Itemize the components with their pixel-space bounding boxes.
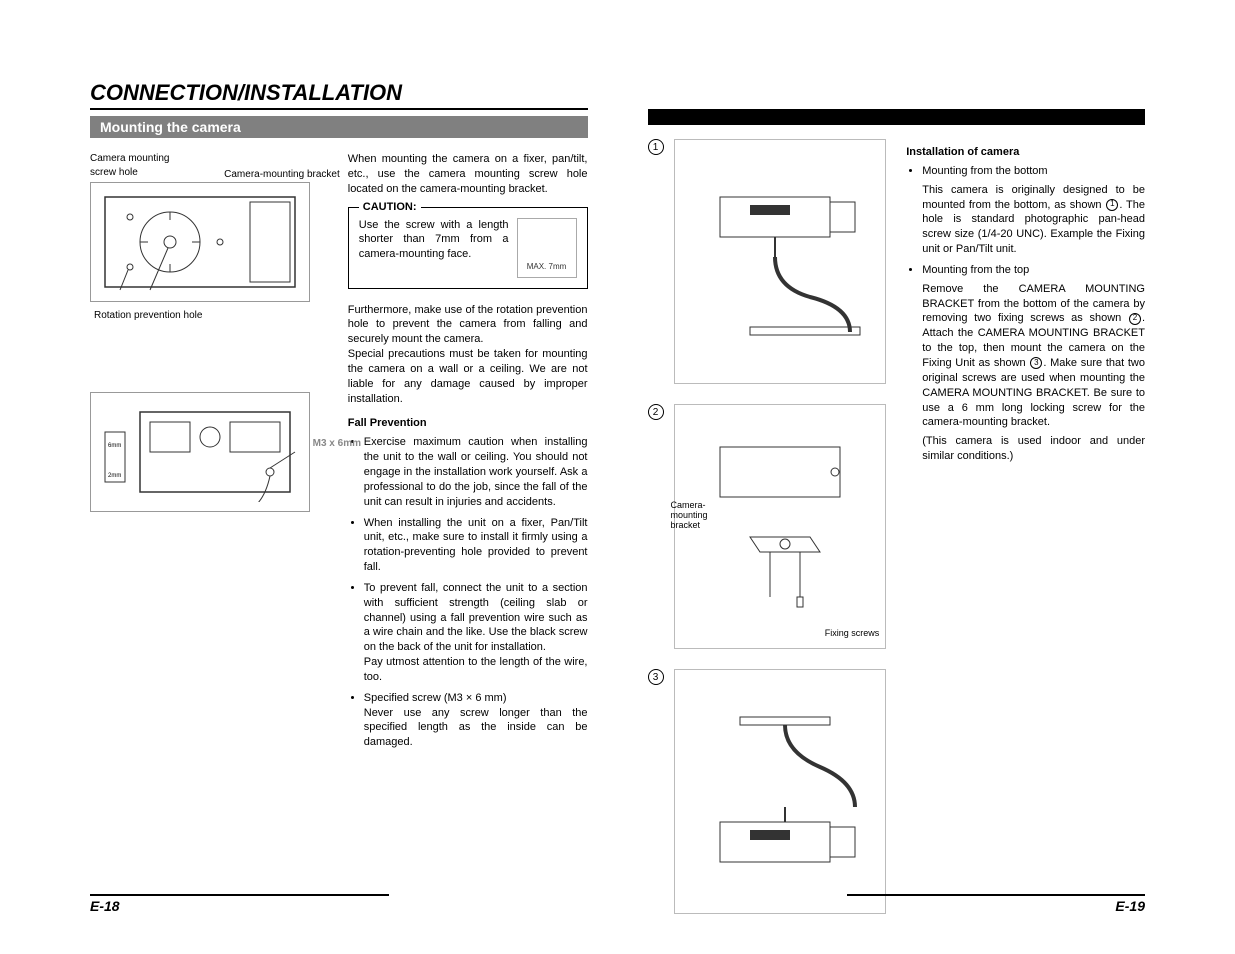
figure-camera-bottom xyxy=(90,182,310,302)
page-number-left: E-18 xyxy=(90,894,389,914)
figures-column: Camera mounting screw hole Camera-mounti… xyxy=(90,152,330,914)
caution-title: CAUTION: xyxy=(359,200,421,215)
label-camera-mounting-bracket: Camera-mounting bracket xyxy=(671,500,731,530)
furthermore-paragraph: Furthermore, make use of the rotation pr… xyxy=(348,303,588,407)
diagram-number-2: 2 xyxy=(648,404,664,420)
list-item: Exercise maximum caution when installing… xyxy=(364,435,588,509)
list-item: When installing the unit on a fixer, Pan… xyxy=(364,516,588,575)
figure-mount-bottom xyxy=(674,139,887,384)
page-right: 1 2 xyxy=(648,80,1146,914)
caution-box: CAUTION: Use the screw with a length sho… xyxy=(348,207,588,289)
figure-mount-top xyxy=(674,669,887,914)
list-item: Mounting from the bottom This camera is … xyxy=(922,164,1145,257)
right-banner-rule xyxy=(648,109,1146,125)
inline-ref-2: 2 xyxy=(1129,313,1141,325)
section-title: CONNECTION/INSTALLATION xyxy=(90,80,588,110)
inline-ref-1: 1 xyxy=(1106,199,1118,211)
figure-remove-bracket: Camera-mounting bracket Fixing screws xyxy=(674,404,887,649)
caution-text: Use the screw with a length shorter than… xyxy=(359,218,509,278)
fig2-label-screw-spec: M3 x 6mm xyxy=(313,437,361,451)
diagram-number-1: 1 xyxy=(648,139,664,155)
fig1-label-rotation-hole: Rotation prevention hole xyxy=(94,309,202,323)
text-column-right-page: Installation of camera Mounting from the… xyxy=(906,139,1145,914)
label-fixing-screws: Fixing screws xyxy=(825,628,880,638)
sub-banner: Mounting the camera xyxy=(90,116,588,138)
installation-heading: Installation of camera xyxy=(906,145,1145,160)
diagram-3: 3 xyxy=(648,669,887,914)
inline-ref-3: 3 xyxy=(1030,357,1042,369)
diagram-2: 2 Camera-mounting bracket xyxy=(648,404,887,649)
figure-camera-rear: 6mm 2mm M3 x 6mm xyxy=(90,392,310,512)
list-item: Specified screw (M3 × 6 mm) Never use an… xyxy=(364,691,588,750)
svg-text:2mm: 2mm xyxy=(108,473,121,479)
page-number-right: E-19 xyxy=(847,894,1146,914)
bullet2-title: Mounting from the top xyxy=(922,264,1029,276)
bullet2-body-a: Remove the CAMERA MOUNTING BRACKET from … xyxy=(922,283,1145,325)
bullet1-title: Mounting from the bottom xyxy=(922,165,1047,177)
text-column-left-page: When mounting the camera on a fixer, pan… xyxy=(348,152,588,914)
list-item: Mounting from the top Remove the CAMERA … xyxy=(922,263,1145,464)
fig1-label-screw-hole: Camera mounting screw hole xyxy=(90,152,180,179)
page-left: CONNECTION/INSTALLATION Mounting the cam… xyxy=(90,80,588,914)
diagram-number-3: 3 xyxy=(648,669,664,685)
fall-prevention-heading: Fall Prevention xyxy=(348,416,588,431)
svg-text:6mm: 6mm xyxy=(108,443,121,449)
intro-paragraph: When mounting the camera on a fixer, pan… xyxy=(348,152,588,197)
caution-figure: MAX. 7mm xyxy=(517,218,577,278)
fall-prevention-list: Exercise maximum caution when installing… xyxy=(348,435,588,750)
diagram-column: 1 2 xyxy=(648,139,887,914)
list-item: To prevent fall, connect the unit to a s… xyxy=(364,581,588,685)
diagram-1: 1 xyxy=(648,139,887,384)
installation-list: Mounting from the bottom This camera is … xyxy=(906,164,1145,464)
bullet2-note: (This camera is used indoor and under si… xyxy=(922,434,1145,464)
fig1-label-bracket: Camera-mounting bracket xyxy=(224,168,340,182)
